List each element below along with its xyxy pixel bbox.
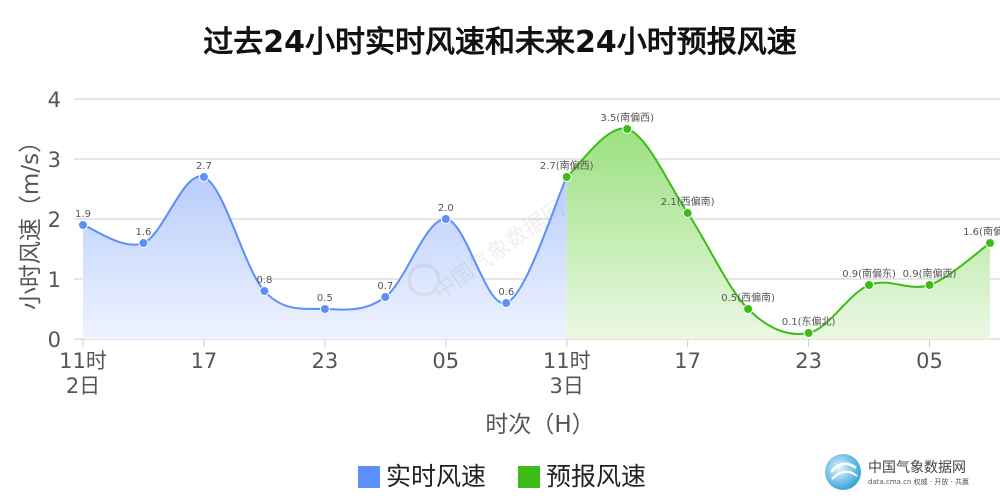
series-points [78, 124, 995, 338]
data-point[interactable] [985, 238, 995, 248]
data-point[interactable] [440, 214, 451, 224]
legend-swatch-forecast [518, 466, 540, 488]
x-tick-label: 05 [432, 349, 459, 373]
y-tick-label: 2 [48, 208, 61, 232]
series-lines [82, 127, 991, 335]
x-tick-label: 11时 [543, 349, 591, 373]
y-axis-label: 小时风速（m/s） [18, 130, 44, 310]
data-label: 1.9 [75, 209, 91, 220]
y-axis-ticks: 0 1 2 3 4 [48, 88, 61, 352]
data-label: 0.8 [256, 275, 272, 286]
data-point[interactable] [78, 220, 88, 230]
y-tick-label: 0 [48, 328, 61, 352]
cma-logo-icon [825, 454, 861, 490]
y-tick-label: 4 [48, 88, 61, 112]
x-tick-label: 11时 [59, 349, 107, 373]
data-label: 0.1(东偏北) [782, 315, 836, 328]
cma-logo[interactable]: 中国气象数据网 data.cma.cn 权威 · 开放 · 共赢 [825, 454, 969, 490]
line-series-1 [566, 127, 991, 335]
data-label: 0.7 [377, 281, 393, 292]
data-point[interactable] [743, 304, 754, 314]
x-tick-label: 17 [674, 349, 701, 373]
data-point[interactable] [319, 304, 330, 314]
data-label: 0.6 [498, 287, 514, 298]
legend: 实时风速 预报风速 [358, 462, 646, 491]
data-point[interactable] [138, 238, 149, 248]
data-label: 0.5 [317, 293, 333, 304]
data-point[interactable] [198, 172, 209, 182]
chart-title: 过去24小时实时风速和未来24小时预报风速 [203, 25, 797, 60]
y-tick-label: 1 [48, 268, 61, 292]
data-label: 0.9(南偏东) [842, 267, 896, 280]
x-axis-label: 时次（H） [485, 412, 594, 438]
watermark-logo-icon [407, 263, 441, 297]
series-areas [83, 128, 990, 339]
data-point[interactable] [259, 286, 270, 296]
data-label: 1.6 [136, 227, 152, 238]
x-tick-label: 23 [311, 349, 338, 373]
data-labels: 1.9 1.6 2.7 0.8 0.5 0.7 2.0 0.6 2.7(南偏西) 3.5(南偏西)… [75, 111, 1000, 328]
data-label: 1.6(南偏西) [963, 225, 1000, 238]
data-label: 3.5(南偏西) [600, 111, 654, 124]
legend-label-forecast: 预报风速 [546, 462, 646, 491]
data-point[interactable] [622, 124, 633, 134]
x-tick-label: 23 [795, 349, 822, 373]
data-label: 0.5(西偏南) [721, 291, 775, 304]
x-tick-label: 05 [916, 349, 943, 373]
data-point[interactable] [682, 208, 693, 218]
data-label: 2.7 [196, 161, 212, 172]
logo-name: 中国气象数据网 [868, 460, 966, 476]
data-point[interactable] [924, 280, 935, 290]
area-fill-series-0 [83, 176, 567, 339]
data-label: 2.7(南偏西) [540, 159, 594, 172]
x-tick-label: 17 [191, 349, 218, 373]
data-label: 2.0 [438, 203, 454, 214]
data-point[interactable] [501, 298, 512, 308]
legend-label-actual: 实时风速 [386, 462, 486, 491]
data-point[interactable] [864, 280, 875, 290]
data-point[interactable] [803, 328, 814, 338]
data-point[interactable] [561, 172, 572, 182]
data-point[interactable] [380, 292, 391, 302]
x-tick-label: 2日 [66, 374, 100, 398]
area-fill-series-1 [566, 128, 990, 339]
data-label: 0.9(南偏西) [903, 267, 957, 280]
logo-subtitle: data.cma.cn 权威 · 开放 · 共赢 [868, 477, 969, 486]
legend-item-actual[interactable]: 实时风速 [358, 462, 486, 491]
line-series-0 [82, 175, 568, 311]
legend-swatch-actual [358, 466, 380, 488]
legend-item-forecast[interactable]: 预报风速 [518, 462, 646, 491]
x-tick-label: 3日 [550, 374, 584, 398]
y-tick-label: 3 [48, 148, 61, 172]
data-label: 2.1(西偏南) [661, 195, 715, 208]
